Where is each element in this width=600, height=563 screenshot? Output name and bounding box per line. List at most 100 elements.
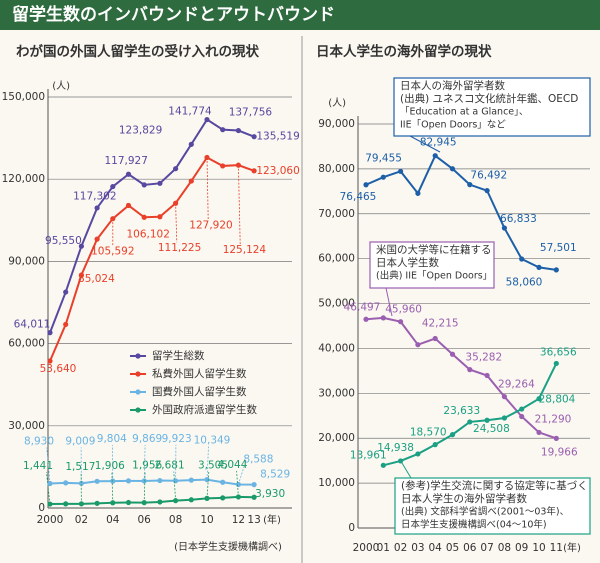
data-point	[235, 162, 241, 168]
series-line	[365, 154, 557, 271]
data-point	[553, 435, 559, 441]
data-point	[519, 413, 525, 420]
legend-label: 私費外国人留学生数	[152, 367, 247, 380]
data-point	[467, 182, 473, 188]
y-tick-label: 0	[348, 522, 355, 534]
annotation-text: (出典) ユネスコ文化統計年鑑、OECD	[400, 92, 578, 105]
data-label: 79,455	[365, 152, 402, 164]
data-label: 76,465	[340, 191, 377, 203]
data-label: 4,044	[217, 459, 247, 471]
data-label: 135,519	[256, 131, 299, 143]
x-tick-label: 08	[169, 514, 182, 526]
data-point	[63, 289, 69, 295]
y-tick-label: 30,000	[8, 420, 45, 432]
data-label: 58,060	[506, 276, 543, 288]
x-tick-label: 04	[429, 542, 443, 554]
data-label: 106,102	[126, 228, 169, 240]
data-point	[173, 166, 179, 172]
data-label: 9,804	[97, 433, 127, 445]
page-title: 留学生数のインバウンドとアウトバウンド	[12, 4, 335, 25]
data-point	[432, 153, 438, 159]
series-line	[365, 316, 557, 440]
data-point	[251, 482, 257, 488]
data-label: 14,938	[377, 442, 414, 454]
data-point	[363, 182, 369, 188]
data-point	[398, 168, 404, 174]
data-point	[188, 497, 194, 503]
data-point	[141, 500, 147, 506]
data-label: 1,441	[23, 460, 53, 472]
label-leader	[111, 471, 114, 503]
x-axis-unit: (年)	[263, 513, 281, 526]
y-tick-label: 20,000	[318, 432, 355, 444]
data-point	[501, 415, 507, 421]
label-leader	[175, 203, 178, 243]
y-tick-label: 90,000	[8, 255, 45, 267]
data-point	[220, 127, 226, 133]
annotation-box	[393, 77, 591, 137]
x-tick-label: 10	[200, 514, 213, 526]
data-label: 23,633	[443, 405, 480, 417]
data-point	[125, 171, 132, 177]
data-label: 36,656	[540, 346, 577, 358]
data-point	[157, 180, 163, 186]
data-point	[78, 243, 84, 249]
data-point	[235, 127, 241, 134]
data-label: 9,923	[162, 433, 192, 445]
data-label: 53,640	[40, 363, 77, 375]
x-axis-unit: (年)	[563, 541, 581, 554]
data-label: 45,960	[385, 304, 422, 316]
data-label: 13,961	[350, 449, 387, 461]
data-point	[484, 372, 490, 379]
data-label: 21,290	[535, 413, 572, 425]
data-point	[63, 501, 69, 507]
data-point	[141, 182, 147, 188]
annotation-text: 日本人の海外留学者数	[400, 79, 505, 92]
data-label: 57,501	[540, 242, 577, 254]
data-point	[501, 394, 507, 400]
annotation-text: IIE「Open Doors」など	[400, 120, 506, 131]
data-point	[63, 321, 69, 328]
data-label: 66,833	[500, 213, 537, 225]
x-tick-label: 2000	[353, 542, 380, 554]
data-point	[519, 406, 525, 412]
data-point	[94, 205, 100, 211]
legend-label: 国費外国人留学生数	[152, 385, 247, 398]
annotation-text: 「Education at a Glance」、	[400, 107, 528, 118]
x-tick-label: 12	[232, 514, 245, 526]
legend-label: 外国政府派遣留学生数	[152, 403, 257, 416]
data-point	[363, 316, 369, 322]
data-point	[553, 360, 559, 367]
data-label: 3,505	[198, 459, 228, 471]
data-point	[188, 178, 194, 184]
data-label: 28,804	[539, 394, 576, 406]
data-point	[157, 499, 163, 505]
annotation-text: (参考)学生交流に関する協定等に基づく	[401, 479, 588, 492]
data-label: 123,829	[119, 125, 162, 137]
y-tick-label: 150,000	[2, 91, 45, 103]
data-label: 29,264	[498, 379, 535, 391]
label-leader	[46, 472, 51, 505]
data-point	[204, 116, 210, 123]
y-tick-label: 60,000	[318, 253, 355, 265]
data-label: 46,497	[344, 301, 381, 313]
data-label: 117,302	[73, 191, 116, 203]
data-point	[141, 214, 147, 220]
data-label: 1,956	[132, 460, 162, 472]
x-tick-label: 09	[515, 542, 528, 554]
data-label: 127,920	[189, 219, 232, 231]
series-line	[49, 495, 255, 506]
data-point	[94, 478, 100, 484]
data-point	[188, 141, 194, 147]
label-leader	[143, 444, 146, 481]
x-tick-label: 05	[446, 542, 459, 554]
source-note: (日本学生支援機構調べ)	[174, 540, 282, 553]
data-label: 137,756	[229, 107, 273, 119]
series-line	[49, 478, 255, 486]
x-tick-label: 02	[394, 542, 407, 554]
y-tick-label: 70,000	[318, 208, 355, 220]
data-point	[125, 499, 132, 506]
legend-label: 留学生総数	[152, 349, 205, 362]
data-label: 18,570	[410, 427, 447, 439]
data-point	[432, 442, 438, 448]
